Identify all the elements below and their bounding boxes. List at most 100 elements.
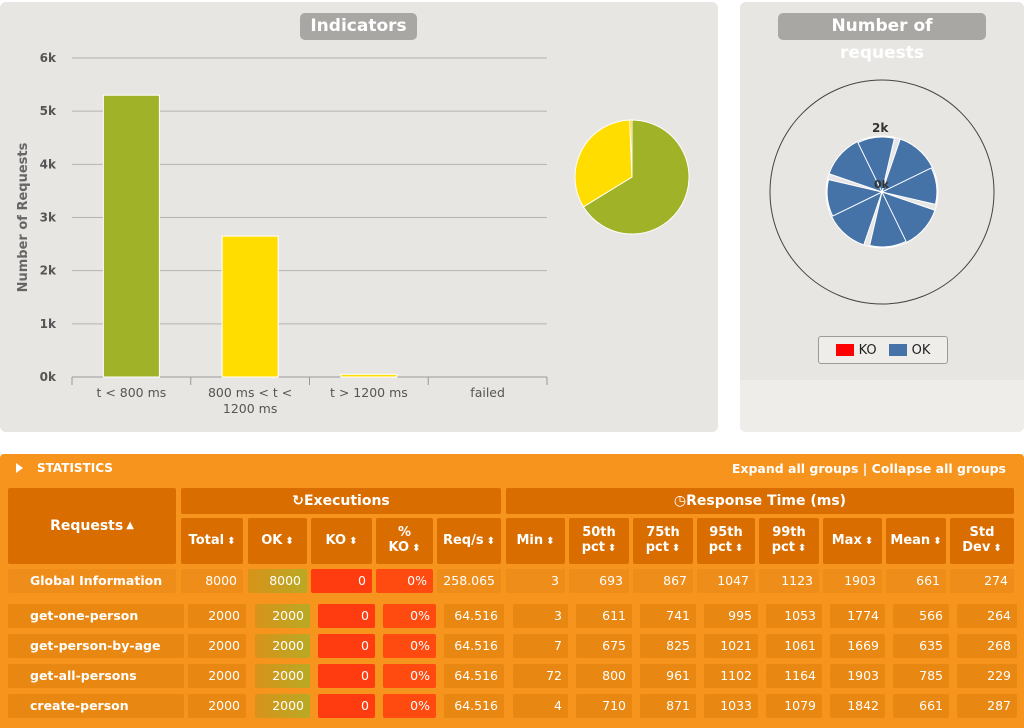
sort-icon: ⬍ [607,543,617,554]
cell-std: 287 [957,694,1017,718]
cell-p50: 675 [576,634,632,658]
column-header-std[interactable]: Std Dev ⬍ [950,518,1014,564]
y-tick-label: 3k [40,211,57,225]
statistics-title[interactable]: STATISTICS [37,461,113,475]
cell-p99: 1079 [766,694,822,718]
group-links: Expand all groups | Collapse all groups [732,461,1006,476]
column-header-ok[interactable]: OK ⬍ [248,518,307,564]
column-header-total[interactable]: Total ⬍ [181,518,243,564]
cell-ko: 0 [318,634,375,658]
cell-pct_ko: 0% [383,664,436,688]
y-tick-label: 4k [40,157,57,171]
cell-min: 3 [506,569,565,593]
column-header-line: Req/s [442,532,484,548]
sort-icon: ⬍ [227,535,236,547]
sort-icon: ⬍ [864,535,874,547]
sort-icon: ⬍ [797,543,807,554]
group-links-separator: | [858,461,872,476]
polar-outer-ring [769,79,995,305]
cell-reqs: 64.516 [444,694,504,718]
column-header-label: Total ⬍ [188,532,236,549]
requests-panel: Number of requests 2k 0k KO OK [740,2,1024,432]
statistics-panel: STATISTICS Expand all groups | Collapse … [0,454,1024,728]
cell-p99: 1053 [766,604,822,628]
column-header-line: KO [388,540,410,555]
y-tick-label: 5k [40,104,57,118]
column-header-label: Req/s ⬍ [442,532,495,549]
collapse-all-groups-link[interactable]: Collapse all groups [871,461,1006,476]
bar [102,94,160,378]
column-header-line: OK [261,532,283,548]
cell-p50: 611 [576,604,632,628]
cell-p95: 995 [704,604,758,628]
column-header-p50[interactable]: 50th pct ⬍ [569,518,629,564]
requests-polar-chart: 2k 0k [769,79,995,305]
x-tick-label: failed [470,385,505,400]
cell-p50: 710 [576,694,632,718]
column-header-mean[interactable]: Mean ⬍ [886,518,946,564]
executions-header-label: Executions [303,492,390,509]
column-header-reqs[interactable]: Req/s ⬍ [437,518,501,564]
cell-reqs: 258.065 [437,569,501,593]
legend-label-ok: OK [911,342,931,358]
legend-item-ok[interactable]: OK [888,342,931,358]
cell-mean: 661 [886,569,946,593]
requests-column-header[interactable]: Requests ▲ [8,488,176,564]
sort-icon: ⬍ [933,535,942,547]
cell-pct_ko: 0% [383,694,436,718]
sort-ascending-icon: ▲ [126,520,134,532]
column-header-line: pct [581,540,605,555]
cell-p95: 1102 [704,664,758,688]
cell-pct_ko: 0% [376,569,433,593]
request-row-label[interactable]: get-person-by-age [8,634,184,658]
column-header-max[interactable]: Max ⬍ [823,518,882,564]
y-axis-label: Number of Requests [16,142,31,292]
column-header-p95[interactable]: 95th pct ⬍ [697,518,755,564]
request-row-label[interactable]: get-one-person [8,604,184,628]
column-header-line: Dev [962,540,991,555]
polar-sector [826,179,884,217]
column-header-line: KO [325,532,347,548]
column-header-line: pct [645,540,669,555]
cell-mean: 635 [893,634,949,658]
column-header-p75[interactable]: 75th pct ⬍ [633,518,693,564]
column-header-label: Mean ⬍ [890,533,942,549]
executions-group-header: ↻ Executions [181,488,501,514]
legend-item-ko[interactable]: KO [835,343,877,358]
polar-sector [881,191,936,246]
requests-legend: KO OK [818,336,948,364]
cell-ko: 0 [318,694,375,718]
cell-max: 1903 [830,664,885,688]
cell-max: 1669 [830,634,885,658]
legend-swatch-ok [888,344,907,356]
cell-ok: 8000 [248,569,307,593]
column-header-line: 95th [709,525,743,541]
column-header-line: Total [188,532,225,548]
cell-ok: 2000 [255,604,310,628]
column-header-line: Min [516,532,544,548]
column-header-ko[interactable]: KO ⬍ [311,518,372,564]
cell-reqs: 64.516 [444,604,504,628]
column-header-p99[interactable]: 99th pct ⬍ [759,518,819,564]
sort-icon: ⬍ [671,543,681,554]
cell-ko: 0 [318,604,375,628]
cell-std: 274 [950,569,1014,593]
cell-min: 3 [513,604,568,628]
expand-triangle-icon[interactable] [16,463,23,473]
column-header-min[interactable]: Min ⬍ [506,518,565,564]
y-tick-label: 1k [40,317,57,331]
cell-p75: 871 [640,694,696,718]
sort-icon: ⬍ [734,543,744,554]
polar-tick-label: 0k [874,178,890,191]
x-tick-label: t > 1200 ms [330,385,408,400]
polar-sector [828,191,883,246]
response-time-header-label: Response Time (ms) [686,492,847,509]
executions-icon: ↻ [292,492,304,509]
cell-reqs: 64.516 [444,664,504,688]
column-header-label: 95th pct ⬍ [709,525,744,556]
request-row-label[interactable]: get-all-persons [8,664,184,688]
request-row-label[interactable]: create-person [8,694,184,718]
column-header-label: Max ⬍ [832,533,874,549]
expand-all-groups-link[interactable]: Expand all groups [731,461,859,476]
column-header-pct_ko[interactable]: % KO ⬍ [376,518,433,564]
